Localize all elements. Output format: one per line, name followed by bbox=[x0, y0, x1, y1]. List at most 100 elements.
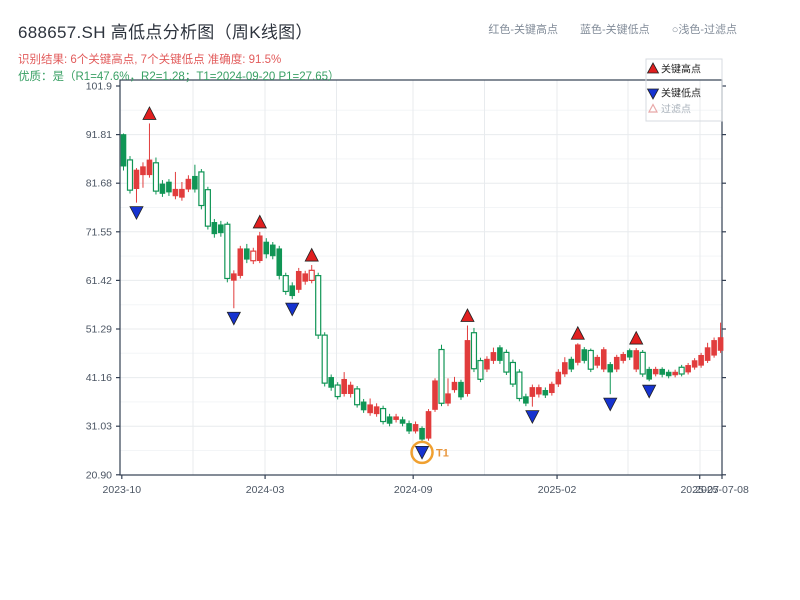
candle-down bbox=[639, 350, 646, 377]
y-axis-tick-label: 81.68 bbox=[86, 178, 112, 190]
candle-down bbox=[607, 362, 614, 395]
candle-down bbox=[166, 179, 172, 196]
candle-up bbox=[464, 325, 471, 397]
candle-down bbox=[263, 238, 270, 259]
candle-down bbox=[152, 157, 160, 195]
key-high-marker bbox=[142, 106, 157, 120]
y-axis-tick-label: 41.16 bbox=[86, 372, 112, 384]
candle-up bbox=[373, 403, 380, 417]
y-axis-tick-label: 71.55 bbox=[86, 226, 112, 238]
candle-down bbox=[244, 243, 250, 264]
candle-down bbox=[458, 379, 464, 400]
candle-down bbox=[159, 180, 166, 197]
candle-down bbox=[438, 344, 445, 407]
candle-up bbox=[133, 168, 140, 203]
candle-down bbox=[282, 272, 289, 295]
candle-down bbox=[477, 357, 484, 383]
candle-down bbox=[399, 416, 406, 427]
y-axis-tick-label: 31.03 bbox=[86, 421, 112, 433]
candles-layer bbox=[120, 123, 724, 443]
candle-up bbox=[698, 352, 704, 368]
candle-up bbox=[172, 171, 179, 200]
candle-down bbox=[211, 218, 218, 238]
candle-up bbox=[574, 343, 581, 366]
candle-down bbox=[224, 221, 231, 283]
hint-filtered: ○浅色-过滤点 bbox=[671, 24, 737, 36]
key-low-marker bbox=[525, 410, 540, 425]
candle-up bbox=[613, 354, 620, 373]
candle-up bbox=[250, 247, 257, 265]
candle-down bbox=[269, 242, 276, 260]
key-low-marker bbox=[285, 302, 300, 317]
x-axis-tick-label: 2025-07-08 bbox=[695, 484, 749, 496]
candle-down bbox=[126, 156, 134, 194]
candle-up bbox=[425, 409, 432, 441]
legend-item-label: 关键高点 bbox=[661, 63, 701, 76]
key-low-marker bbox=[414, 446, 430, 460]
legend-item-label: 过滤点 bbox=[661, 103, 691, 116]
candle-up bbox=[620, 351, 627, 364]
y-axis-tick-label: 91.81 bbox=[86, 129, 112, 141]
x-axis-tick-label: 2023-10 bbox=[103, 484, 142, 496]
candle-up bbox=[256, 231, 263, 264]
recognition-result-line: 识别结果: 6个关键高点, 7个关键低点 准确度: 91.5% bbox=[18, 54, 282, 66]
candle-down bbox=[315, 272, 322, 339]
candle-down bbox=[523, 393, 529, 407]
candle-up bbox=[308, 265, 315, 284]
key-low-marker bbox=[129, 206, 144, 221]
t1-annotation: T1 bbox=[410, 440, 449, 465]
x-axis-tick-label: 2024-03 bbox=[246, 484, 285, 496]
candle-down bbox=[626, 348, 633, 361]
key-high-marker bbox=[252, 214, 267, 229]
candle-down bbox=[276, 245, 283, 280]
candle-up bbox=[412, 421, 419, 434]
candle-down bbox=[360, 398, 367, 413]
key-high-marker bbox=[460, 308, 475, 322]
candle-up bbox=[549, 381, 555, 396]
x-axis-tick-label: 2024-09 bbox=[394, 484, 433, 496]
candle-up bbox=[451, 376, 458, 393]
candle-down bbox=[328, 374, 334, 391]
x-axis-tick-label: 2025-02 bbox=[538, 484, 577, 496]
candle-down bbox=[334, 382, 341, 400]
candle-up bbox=[484, 356, 490, 373]
legend-item-label: 关键低点 bbox=[661, 87, 701, 100]
candle-up bbox=[555, 369, 562, 387]
key-low-marker bbox=[603, 397, 618, 412]
candle-down bbox=[354, 386, 361, 408]
y-axis-tick-label: 51.29 bbox=[86, 324, 112, 336]
candle-down bbox=[516, 369, 523, 402]
candle-up bbox=[672, 369, 678, 378]
candle-up bbox=[302, 270, 309, 285]
candle-down bbox=[646, 366, 652, 382]
hint-key-high: 红色-关键高点 bbox=[488, 24, 559, 36]
markers-layer bbox=[129, 106, 657, 460]
candle-down bbox=[380, 405, 387, 425]
candle-down bbox=[289, 282, 296, 300]
candle-up bbox=[536, 384, 542, 398]
x-axis-tick-label: 2025-07 bbox=[680, 484, 719, 496]
candle-up bbox=[347, 381, 354, 398]
key-low-marker bbox=[226, 311, 241, 326]
candle-down bbox=[204, 186, 211, 230]
y-axis-tick-label: 20.90 bbox=[86, 469, 112, 481]
candle-up bbox=[231, 270, 237, 309]
candle-down bbox=[406, 420, 412, 434]
candle-up bbox=[295, 267, 302, 293]
candle-up bbox=[445, 378, 451, 407]
candle-down bbox=[503, 349, 510, 375]
candle-up bbox=[432, 378, 438, 412]
candle-down bbox=[665, 369, 672, 379]
legend-key-high-icon bbox=[646, 62, 660, 74]
candle-down bbox=[581, 347, 588, 364]
candle-up bbox=[185, 175, 192, 193]
candle-down bbox=[659, 367, 665, 378]
candle-up bbox=[146, 123, 153, 178]
candle-up bbox=[341, 372, 347, 397]
legend-filter-icon bbox=[648, 103, 658, 113]
candle-up bbox=[562, 357, 568, 377]
candle-down bbox=[542, 387, 549, 398]
candle-up bbox=[490, 347, 497, 364]
